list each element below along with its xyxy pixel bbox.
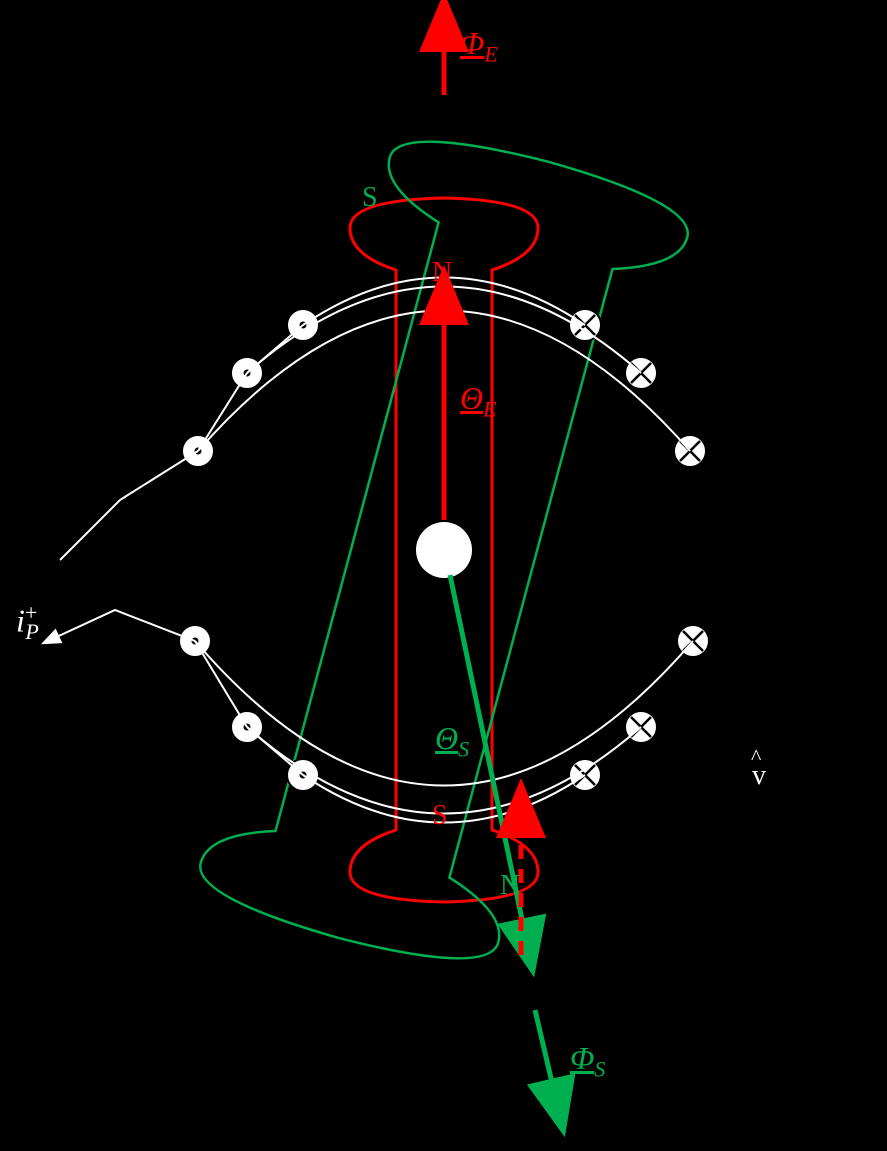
stator-winding xyxy=(50,278,709,823)
shaft-circle xyxy=(416,522,472,578)
label-ip: i+P xyxy=(16,600,39,645)
diagram-canvas xyxy=(0,0,887,1151)
label-v-hat: ^ xyxy=(751,744,761,770)
label-phi-s: ΦS xyxy=(570,1040,605,1082)
label-theta-s: ΘS xyxy=(435,720,469,762)
label-theta-e: ΘE xyxy=(460,380,497,422)
label-phi-e: ΦE xyxy=(460,25,498,67)
label-stator-s: S xyxy=(362,182,378,214)
vector-phi-s xyxy=(535,1010,558,1108)
label-rotor-s: S xyxy=(432,800,448,832)
label-stator-n: N xyxy=(500,870,520,902)
label-rotor-n: N xyxy=(432,257,452,289)
